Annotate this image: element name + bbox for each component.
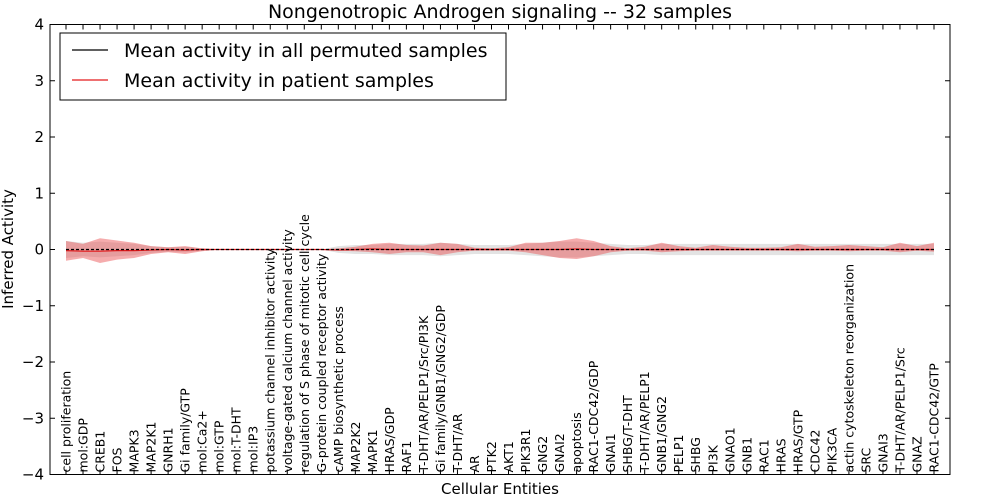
x-tick-label: GNB1 [739, 437, 754, 473]
x-tick-label: FOS [110, 447, 125, 472]
y-tick-label: −3 [22, 409, 44, 427]
x-tick-label: AR [467, 455, 482, 473]
plot-area [65, 238, 934, 263]
x-tick-label: MAPK1 [365, 429, 380, 472]
x-tick-label: CDC42 [807, 430, 822, 473]
x-tick-label: GNAI1 [603, 433, 618, 472]
legend-label-patient: Mean activity in patient samples [124, 70, 434, 92]
x-tick-label: GNAZ [909, 436, 924, 472]
x-tick-label: cAMP biosynthetic process [331, 306, 346, 472]
x-tick-label: mol:IP3 [246, 426, 261, 473]
x-tick-label: GNAI3 [875, 433, 890, 472]
x-tick-label: T-DHT/AR [450, 413, 465, 473]
x-tick-label: AKT1 [501, 441, 516, 472]
x-tick-label: G-protein coupled receptor activity [314, 253, 329, 472]
x-tick-label: voltage-gated calcium channel activity [280, 229, 295, 473]
x-tick-label: RAC1-CDC42/GDP [586, 360, 601, 472]
x-axis-label: Cellular Entities [441, 480, 559, 498]
x-tick-label: HRAS/GDP [382, 407, 397, 473]
chart-title: Nongenotropic Androgen signaling -- 32 s… [268, 1, 732, 23]
y-tick-label: −1 [22, 297, 44, 315]
x-tick-label: actin cytoskeleton reorganization [841, 264, 856, 473]
x-tick-label: PIK3R1 [518, 428, 533, 472]
x-tick-label: Gi family/GTP [178, 388, 193, 473]
x-tick-label: RAC1 [756, 439, 771, 472]
x-tick-label: mol:T-DHT [229, 407, 244, 473]
x-tick-label: T-DHT/AR/PELP1 [637, 371, 652, 473]
x-tick-label: T-DHT/AR/PELP1/Src/PI3K [416, 315, 431, 473]
x-tick-label: MAPK3 [127, 429, 142, 472]
x-tick-label: CREB1 [93, 431, 108, 473]
x-tick-label: GNAO1 [722, 427, 737, 472]
x-tick-label: PIK3CA [824, 427, 839, 472]
y-tick-label: 2 [34, 128, 44, 146]
x-tick-label: mol:GTP [212, 420, 227, 472]
legend: Mean activity in all permuted samples Me… [59, 32, 507, 101]
x-tick-label: SRC [858, 448, 873, 473]
x-tick-label: GNAI2 [552, 433, 567, 472]
x-tick-label: PI3K [705, 444, 720, 472]
y-tick-label: 0 [34, 241, 44, 259]
series-band-1 [66, 238, 934, 263]
x-tick-label: PTK2 [484, 441, 499, 472]
x-tick-label: RAC1-CDC42/GTP [927, 363, 942, 473]
x-tick-label: T-DHT/AR/PELP1/Src [892, 347, 907, 473]
legend-label-permuted: Mean activity in all permuted samples [124, 40, 487, 62]
x-tick-label: SHBG [688, 437, 703, 472]
x-tick-label: MAP2K1 [144, 422, 159, 473]
y-axis-label: Inferred Activity [0, 189, 17, 309]
x-tick-label: HRAS/GTP [790, 409, 805, 472]
x-tick-label: potassium channel inhibitor activity [263, 248, 278, 473]
y-tick-label: −2 [22, 353, 44, 371]
x-tick-label: HRAS [773, 438, 788, 472]
legend-box [59, 32, 507, 101]
x-axis: cell proliferation mol:GDP CREB1 FOS MAPK3 MA… [59, 24, 942, 475]
x-tick-label: Gi family/GNB1/GNG2/GDP [433, 305, 448, 473]
x-tick-label: cell proliferation [59, 371, 74, 473]
y-tick-label: 3 [34, 72, 44, 90]
x-tick-label: SHBG/T-DHT [620, 395, 635, 473]
y-tick-label: 1 [34, 184, 44, 202]
y-axis: 4 3 2 1 0 −1 −2 −3 −4 [22, 16, 950, 484]
x-tick-label: regulation of S phase of mitotic cell cy… [297, 214, 312, 473]
x-tick-label: mol:Ca2+ [195, 410, 210, 472]
x-tick-label: GNRH1 [161, 427, 176, 472]
x-tick-label: mol:GDP [76, 418, 91, 473]
x-tick-label: GNB1/GNG2 [654, 396, 669, 472]
x-tick-label: apoptosis [569, 412, 584, 472]
x-tick-label: GNG2 [535, 436, 550, 473]
x-tick-label: PELP1 [671, 435, 686, 473]
y-tick-label: −4 [22, 466, 44, 484]
x-tick-label: RAF1 [399, 441, 414, 473]
y-tick-label: 4 [34, 16, 44, 34]
series-line-1 [65, 248, 934, 252]
x-tick-label: MAP2K2 [348, 422, 363, 473]
